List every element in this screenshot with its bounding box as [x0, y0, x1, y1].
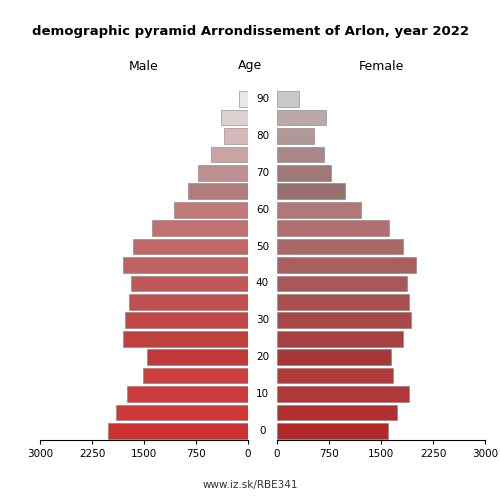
Bar [123, 257, 248, 273]
Bar [146, 350, 248, 365]
Bar [132, 276, 248, 291]
Text: 80: 80 [256, 131, 269, 141]
Text: demographic pyramid Arrondissement of Arlon, year 2022: demographic pyramid Arrondissement of Ar… [32, 25, 469, 38]
Bar [188, 184, 248, 199]
Bar [277, 146, 324, 162]
Bar [224, 128, 248, 144]
Text: 90: 90 [256, 94, 269, 104]
Text: 10: 10 [256, 389, 269, 399]
Bar [277, 128, 314, 144]
Text: 30: 30 [256, 316, 269, 326]
Bar [277, 423, 388, 438]
Bar [198, 165, 248, 180]
Bar [221, 110, 248, 126]
Bar [277, 368, 393, 384]
Text: 60: 60 [256, 204, 269, 214]
Bar [239, 92, 248, 107]
Bar [277, 220, 390, 236]
Bar [142, 368, 248, 384]
Bar [174, 202, 248, 218]
Bar [277, 92, 298, 107]
Text: 0: 0 [259, 426, 266, 436]
Bar [133, 239, 248, 254]
Bar [277, 110, 326, 126]
Bar [116, 404, 248, 420]
Bar [277, 184, 345, 199]
Bar [128, 294, 248, 310]
Text: Female: Female [358, 60, 404, 72]
Bar [277, 404, 397, 420]
Bar [126, 386, 248, 402]
Bar [277, 276, 406, 291]
Text: 50: 50 [256, 242, 269, 252]
Bar [108, 423, 248, 438]
Bar [152, 220, 248, 236]
Text: 40: 40 [256, 278, 269, 288]
Text: 20: 20 [256, 352, 269, 362]
Text: 70: 70 [256, 168, 269, 178]
Bar [277, 294, 409, 310]
Text: Age: Age [238, 60, 262, 72]
Bar [277, 257, 415, 273]
Text: www.iz.sk/RBE341: www.iz.sk/RBE341 [202, 480, 298, 490]
Bar [277, 202, 361, 218]
Bar [277, 331, 403, 346]
Bar [277, 312, 411, 328]
Bar [277, 350, 390, 365]
Bar [277, 386, 409, 402]
Bar [123, 331, 248, 346]
Bar [277, 239, 403, 254]
Text: Male: Male [129, 60, 159, 72]
Bar [211, 146, 248, 162]
Bar [124, 312, 248, 328]
Bar [277, 165, 331, 180]
